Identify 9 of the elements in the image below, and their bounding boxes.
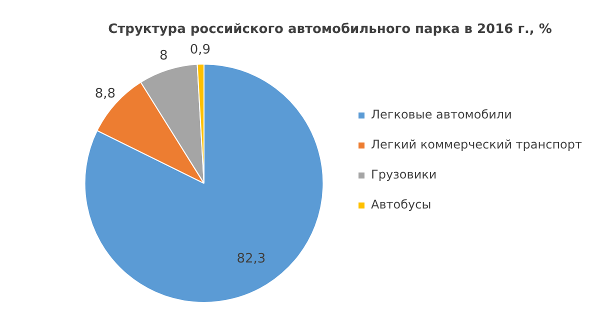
chart-title: Структура российского автомобильного парка в 2016 г., % (108, 22, 552, 38)
data-label: 82,3 (236, 252, 266, 267)
data-label: 8 (159, 48, 168, 64)
legend-label: Грузовики (371, 168, 437, 182)
legend-label: Автобусы (371, 198, 432, 212)
legend-label: Легкий коммерческий транспорт (371, 138, 582, 152)
data-label: 8,8 (94, 86, 116, 102)
legend-label: Легковые автомобили (371, 108, 512, 122)
data-label: 0,9 (190, 42, 211, 58)
